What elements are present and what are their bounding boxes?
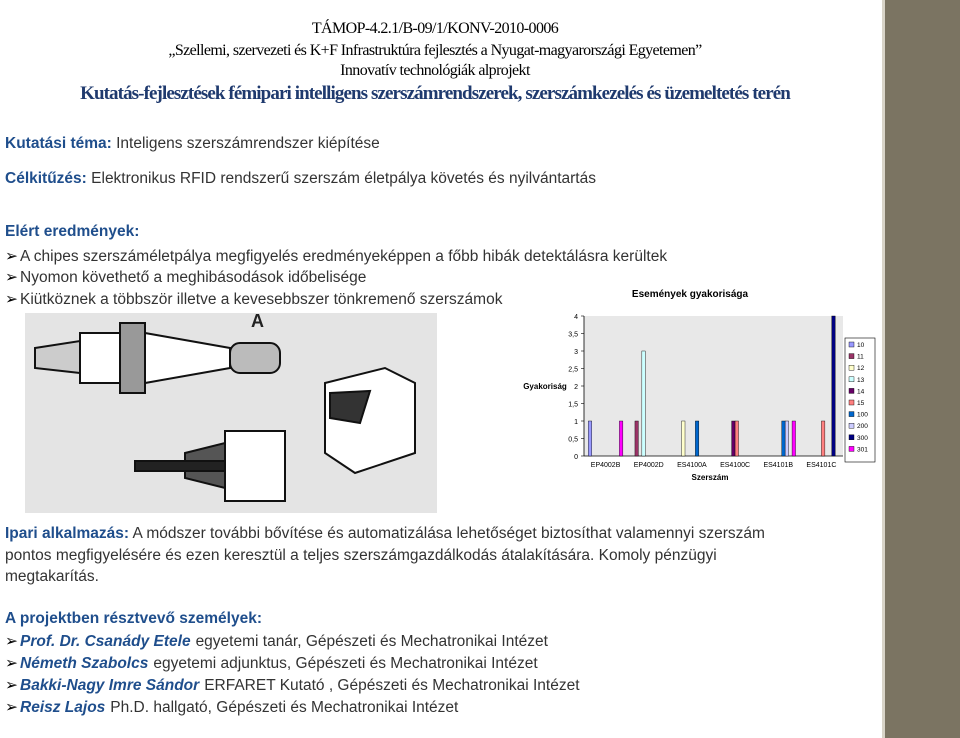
label: Kutatási téma: — [5, 135, 112, 152]
bar — [588, 420, 592, 457]
tool-holder — [34, 322, 286, 502]
goal: Célkitűzés: Elektronikus RFID rendszerű … — [5, 170, 596, 188]
y-tick-label: 0 — [574, 454, 578, 461]
y-tick-label: 3,5 — [568, 332, 578, 339]
label: Célkitűzés: — [5, 170, 87, 187]
legend-label: 12 — [857, 365, 865, 372]
person-name: Prof. Dr. Csanády Etele — [20, 633, 191, 650]
y-tick-label: 2,5 — [568, 367, 578, 374]
y-tick-label: 1,5 — [568, 402, 578, 409]
bar — [681, 420, 686, 457]
bar — [821, 420, 826, 457]
figure-label: A — [251, 313, 264, 331]
tool-figure: A — [25, 313, 437, 513]
header-title: Kutatás-fejlesztések fémipari intelligen… — [80, 83, 791, 104]
x-tick-label: EP4002D — [634, 462, 664, 469]
y-tick-label: 4 — [574, 314, 578, 321]
result-item: Nyomon követhető a meghibásodások időbel… — [5, 268, 366, 287]
legend-swatch — [848, 434, 855, 441]
topic: Kutatási téma: Inteligens szerszámrendsz… — [5, 135, 380, 153]
legend-label: 11 — [857, 354, 864, 361]
bar — [641, 350, 646, 457]
y-axis-label: Gyakoriság — [523, 382, 567, 391]
legend-swatch — [848, 341, 855, 348]
y-tick-label: 3 — [574, 349, 578, 356]
bar — [791, 420, 796, 457]
legend-swatch — [848, 353, 855, 359]
bar — [831, 315, 836, 457]
legend-swatch — [848, 411, 855, 417]
bar — [784, 420, 789, 457]
legend-swatch — [848, 399, 855, 406]
chart: Események gyakorisága Gyakoriság Szerszá… — [512, 282, 880, 492]
person-text: egyetemi tanár, Gépészeti és Mechatronik… — [195, 633, 548, 650]
x-tick-label: ES4101B — [763, 462, 793, 469]
bar — [695, 420, 700, 457]
person-name: Bakki-Nagy Imre Sándor — [20, 677, 200, 694]
x-axis-label: Szerszám — [692, 473, 729, 482]
bar — [781, 420, 786, 457]
header-line: „Szellemi, szervezeti és K+F Infrastrukt… — [168, 42, 702, 59]
legend-label: 100 — [857, 412, 868, 419]
x-tick-label: ES4100A — [677, 462, 707, 469]
person-text: Ph.D. hallgató, Gépészeti és Mechatronik… — [110, 699, 459, 716]
application: Ipari alkalmazás: A módszer további bőví… — [5, 523, 805, 588]
y-tick-label: 0,5 — [568, 437, 578, 444]
insert-holder — [324, 366, 416, 475]
y-tick-label: 1 — [574, 419, 578, 426]
x-tick-label: EP4002B — [591, 462, 621, 469]
result-item: A chipes szerszáméletpálya megfigyelés e… — [5, 247, 667, 266]
people-heading: A projektben résztvevő személyek: — [5, 610, 263, 627]
legend-swatch — [848, 364, 855, 371]
x-tick-label: ES4100C — [720, 462, 750, 469]
legend-label: 15 — [857, 400, 865, 407]
person-text: ERFARET Kutató , Gépészeti és Mechatroni… — [204, 677, 580, 694]
chart-title: Események gyakorisága — [632, 289, 749, 300]
legend-swatch — [848, 388, 855, 394]
person-name: Reisz Lajos — [20, 699, 106, 716]
person-name: Németh Szabolcs — [20, 655, 149, 672]
legend-label: 301 — [857, 446, 868, 453]
legend-label: 14 — [857, 388, 865, 395]
project-code: TÁMOP-4.2.1/B-09/1/KONV-2010-0006 — [311, 20, 559, 37]
sidebar — [882, 0, 960, 738]
text: Elektronikus RFID rendszerű szerszám éle… — [91, 170, 596, 187]
result-item: Kiütköznek a többször illetve a kevesebb… — [5, 290, 502, 309]
bar — [634, 420, 639, 457]
text: Inteligens szerszámrendszer kiépítése — [116, 135, 380, 152]
text: A módszer további bővítése és automatizá… — [5, 525, 765, 585]
legend-label: 300 — [857, 435, 868, 442]
legend-swatch — [848, 422, 855, 429]
legend-swatch — [848, 446, 855, 452]
bar — [734, 420, 739, 457]
x-tick-label: ES4101C — [806, 462, 836, 469]
bar — [619, 420, 624, 457]
label: Ipari alkalmazás: — [5, 525, 130, 542]
legend-label: 10 — [857, 342, 865, 349]
results-heading: Elért eredmények: — [5, 223, 140, 240]
y-tick-label: 2 — [574, 384, 578, 391]
person-text: egyetemi adjunktus, Gépészeti és Mechatr… — [153, 655, 538, 672]
header-line: Innovatív technológiák alprojekt — [340, 62, 530, 79]
legend-label: 200 — [857, 423, 868, 430]
plot-area — [584, 316, 843, 456]
legend-label: 13 — [857, 377, 865, 384]
bar — [731, 420, 736, 457]
legend-swatch — [848, 376, 855, 383]
